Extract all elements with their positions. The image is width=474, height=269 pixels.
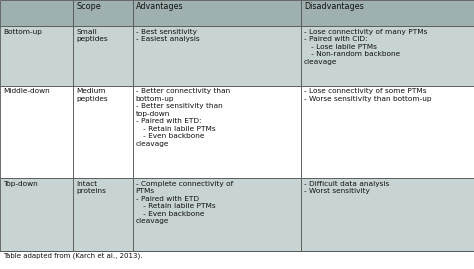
Bar [0, 26, 73, 86]
Text: - Better connectivity than
bottom-up
- Better sensitivity than
top-down
- Paired: - Better connectivity than bottom-up - B… [136, 88, 230, 147]
Text: Medium
peptides: Medium peptides [76, 88, 108, 102]
Bar [73, 26, 133, 86]
Bar [0, 178, 73, 251]
Text: Bottom-up: Bottom-up [3, 29, 42, 35]
Text: Middle-down: Middle-down [3, 88, 50, 94]
Bar [73, 86, 133, 178]
Bar [301, 178, 474, 251]
Bar [133, 26, 301, 86]
Bar [0, 86, 73, 178]
Bar [133, 0, 301, 26]
Text: - Difficult data analysis
- Worst sensitivity: - Difficult data analysis - Worst sensit… [304, 181, 389, 194]
Text: Disadvantages: Disadvantages [304, 2, 364, 11]
Bar [301, 26, 474, 86]
Bar [73, 0, 133, 26]
Bar [133, 86, 301, 178]
Text: - Best sensitivity
- Easiest analysis: - Best sensitivity - Easiest analysis [136, 29, 199, 43]
Text: Intact
proteins: Intact proteins [76, 181, 106, 194]
Text: - Complete connectivity of
PTMs
- Paired with ETD
   - Retain labile PTMs
   - E: - Complete connectivity of PTMs - Paired… [136, 181, 233, 224]
Text: Scope: Scope [76, 2, 101, 11]
Text: Top-down: Top-down [3, 181, 37, 187]
Bar [301, 86, 474, 178]
Text: Small
peptides: Small peptides [76, 29, 108, 43]
Text: Table adapted from (Karch et al., 2013).: Table adapted from (Karch et al., 2013). [3, 252, 142, 259]
Text: - Lose connectivity of many PTMs
- Paired with CID:
   - Lose labile PTMs
   - N: - Lose connectivity of many PTMs - Paire… [304, 29, 427, 65]
Text: - Lose connectivity of some PTMs
- Worse sensitivity than bottom-up: - Lose connectivity of some PTMs - Worse… [304, 88, 431, 102]
Bar [133, 178, 301, 251]
Bar [73, 178, 133, 251]
Bar [301, 0, 474, 26]
Bar [0, 0, 73, 26]
Text: Advantages: Advantages [136, 2, 183, 11]
